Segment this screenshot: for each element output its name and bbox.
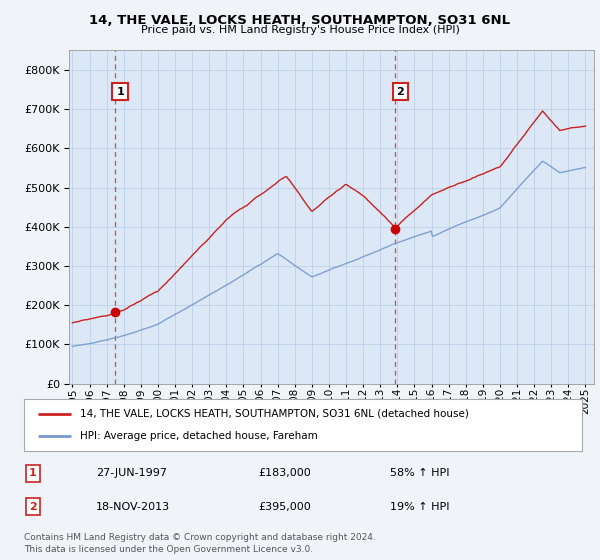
Text: 58% ↑ HPI: 58% ↑ HPI [390, 468, 449, 478]
Text: £183,000: £183,000 [258, 468, 311, 478]
Text: 27-JUN-1997: 27-JUN-1997 [96, 468, 167, 478]
Text: 14, THE VALE, LOCKS HEATH, SOUTHAMPTON, SO31 6NL: 14, THE VALE, LOCKS HEATH, SOUTHAMPTON, … [89, 14, 511, 27]
Text: 19% ↑ HPI: 19% ↑ HPI [390, 502, 449, 512]
Text: 2: 2 [29, 502, 37, 512]
Text: HPI: Average price, detached house, Fareham: HPI: Average price, detached house, Fare… [80, 431, 317, 441]
Text: 1: 1 [116, 87, 124, 96]
Text: £395,000: £395,000 [258, 502, 311, 512]
Text: Price paid vs. HM Land Registry's House Price Index (HPI): Price paid vs. HM Land Registry's House … [140, 25, 460, 35]
Text: 14, THE VALE, LOCKS HEATH, SOUTHAMPTON, SO31 6NL (detached house): 14, THE VALE, LOCKS HEATH, SOUTHAMPTON, … [80, 409, 469, 419]
Text: 18-NOV-2013: 18-NOV-2013 [96, 502, 170, 512]
Text: 2: 2 [397, 87, 404, 96]
Text: Contains HM Land Registry data © Crown copyright and database right 2024.
This d: Contains HM Land Registry data © Crown c… [24, 533, 376, 554]
Text: 1: 1 [29, 468, 37, 478]
